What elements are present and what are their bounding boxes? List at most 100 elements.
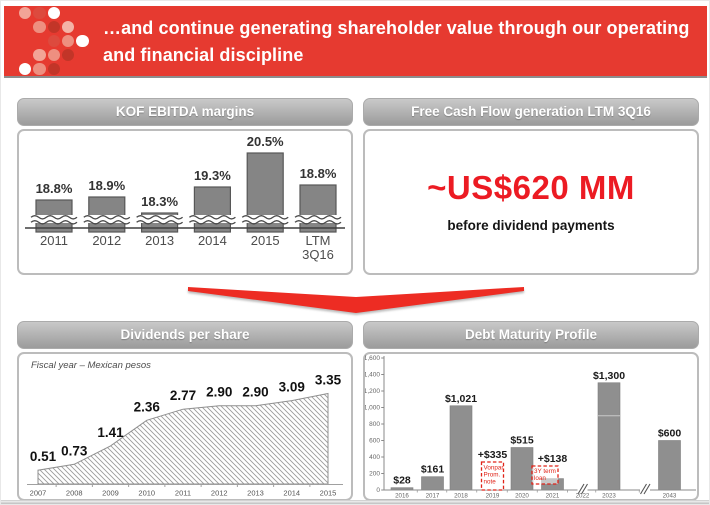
debt-year-label: 2022 (576, 493, 590, 500)
axis-break-mark (640, 483, 647, 495)
logo-dot (18, 6, 32, 20)
dividends-year-label: 2013 (247, 489, 264, 498)
axis-break-mark (577, 483, 585, 495)
logo-dot (33, 20, 46, 34)
dividends-year-label: 2014 (283, 489, 300, 498)
dividends-value-label: 2.90 (206, 385, 232, 400)
y-tick-label: 600 (369, 438, 380, 445)
down-arrow-icon (187, 286, 525, 314)
debt-value-label: $1,021 (445, 393, 477, 405)
dividends-value-label: 2.90 (242, 385, 268, 400)
ebitda-value-label: 18.9% (88, 178, 125, 193)
debt-year-label: 2020 (515, 493, 529, 500)
axis-break-wave (294, 215, 342, 220)
debt-value-label: +$335 (478, 449, 508, 461)
ebitda-category-label: 2013 (145, 233, 174, 248)
axis-break-wave (241, 220, 289, 225)
dividends-panel-header: Dividends per share (17, 321, 353, 349)
axis-break-wave (136, 220, 184, 225)
axis-break-wave (30, 215, 78, 220)
ebitda-bar (193, 186, 231, 233)
annotation-text: loan (534, 475, 546, 482)
dividends-year-label: 2012 (211, 489, 228, 498)
annotation-text: 3Y term (534, 468, 556, 475)
axis-break-band (136, 215, 183, 223)
debt-value-label: $600 (658, 428, 682, 440)
debt-bar (658, 440, 681, 491)
dashed-annotation-box (480, 461, 505, 491)
y-tick-label: 1,600 (365, 355, 380, 362)
axis-break-wave (30, 220, 78, 225)
logo-dot (47, 48, 61, 62)
dividends-year-label: 2015 (320, 489, 337, 498)
ebitda-panel-body: 18.8% 2011 18.9% 2012 18.3% 2013 19.3% 2014 20.5… (17, 129, 353, 275)
logo-dot (61, 20, 75, 34)
axis-break-wave (294, 220, 342, 225)
ebitda-value-label: 18.8% (300, 166, 337, 181)
axis-break-band (83, 215, 130, 223)
logo-dot (33, 6, 46, 20)
slide-title: …and continue generating shareholder val… (103, 18, 690, 65)
ebitda-panel-header: KOF EBITDA margins (17, 98, 353, 126)
ebitda-margins-chart: 18.8% 2011 18.9% 2012 18.3% 2013 19.3% 2014 20.5… (25, 134, 345, 262)
dividends-value-label: 3.35 (315, 373, 342, 388)
dividends-year-label: 2011 (175, 489, 191, 498)
panel-dividends-per-share: Dividends per share 2007 0.51 2008 0.73 2009… (17, 321, 353, 501)
axis-break-wave (188, 220, 236, 225)
dividends-year-label: 2007 (30, 489, 47, 498)
y-tick-label: 800 (369, 421, 380, 428)
debt-year-label: 2017 (426, 493, 440, 500)
axis-break-wave (83, 220, 131, 225)
y-tick-label: 0 (376, 487, 380, 494)
axis-break-band (295, 215, 341, 223)
debt-year-label: 2021 (546, 493, 560, 500)
dividends-value-label: 3.09 (279, 380, 305, 395)
axis-break-band (31, 215, 77, 223)
logo-dot (18, 62, 32, 76)
dividends-value-label: 0.51 (30, 449, 57, 464)
debt-value-label: $1,300 (593, 370, 625, 382)
dividends-value-label: 2.36 (134, 399, 161, 414)
dividends-panel-body: 2007 0.51 2008 0.73 2009 1.41 2010 2.36 2011 2.77… (17, 352, 353, 501)
ebitda-value-label: 18.3% (141, 194, 178, 209)
debt-value-label: $28 (393, 475, 411, 487)
ebitda-category-label: 2014 (198, 233, 227, 248)
debt-bar (449, 405, 473, 491)
dashed-annotation-box (531, 465, 559, 485)
ebitda-bar (88, 196, 126, 233)
debt-value-label: $161 (421, 464, 445, 476)
axis-break-band (189, 215, 236, 223)
ebitda-value-label: 20.5% (247, 134, 284, 149)
logo-dot (61, 34, 75, 48)
fcf-panel-body: ~US$620 MM before dividend payments (363, 129, 699, 275)
axis-break-band (242, 215, 289, 223)
logo-dot (33, 62, 46, 76)
fcf-caption: before dividend payments (447, 218, 615, 233)
axis-break-wave (83, 215, 131, 220)
axis-break-gap (577, 488, 588, 492)
y-tick-label: 200 (369, 471, 380, 478)
ebitda-category-label: 2011 (40, 233, 68, 248)
debt-year-label: 2019 (486, 493, 500, 500)
debt-year-label: 2016 (395, 493, 409, 500)
y-tick-label: 1,400 (365, 372, 380, 379)
ebitda-value-label: 18.8% (36, 181, 73, 196)
panel-debt-maturity: Debt Maturity Profile 0 200 400 600 800 1,000… (363, 321, 699, 501)
ebitda-category-label: 2015 (251, 233, 280, 248)
debt-value-label: $515 (510, 435, 534, 447)
annotation-text: note (484, 479, 497, 486)
annotation-text: Prom. (484, 472, 501, 479)
logo-dot (47, 62, 61, 76)
debt-panel-body: 0 200 400 600 800 1,000 1,200 1,400 1,600 Vonpar P… (363, 352, 699, 501)
logo-dot (76, 34, 89, 48)
axis-break-mark (643, 483, 651, 495)
axis-break-gap (640, 488, 650, 492)
debt-year-label: 2018 (454, 493, 468, 500)
dividends-year-label: 2010 (138, 489, 155, 498)
debt-panel-header: Debt Maturity Profile (363, 321, 699, 349)
y-tick-label: 400 (369, 454, 380, 461)
logo-dot (47, 34, 61, 48)
dividends-value-label: 0.73 (61, 443, 88, 458)
dividends-year-label: 2008 (66, 489, 83, 498)
